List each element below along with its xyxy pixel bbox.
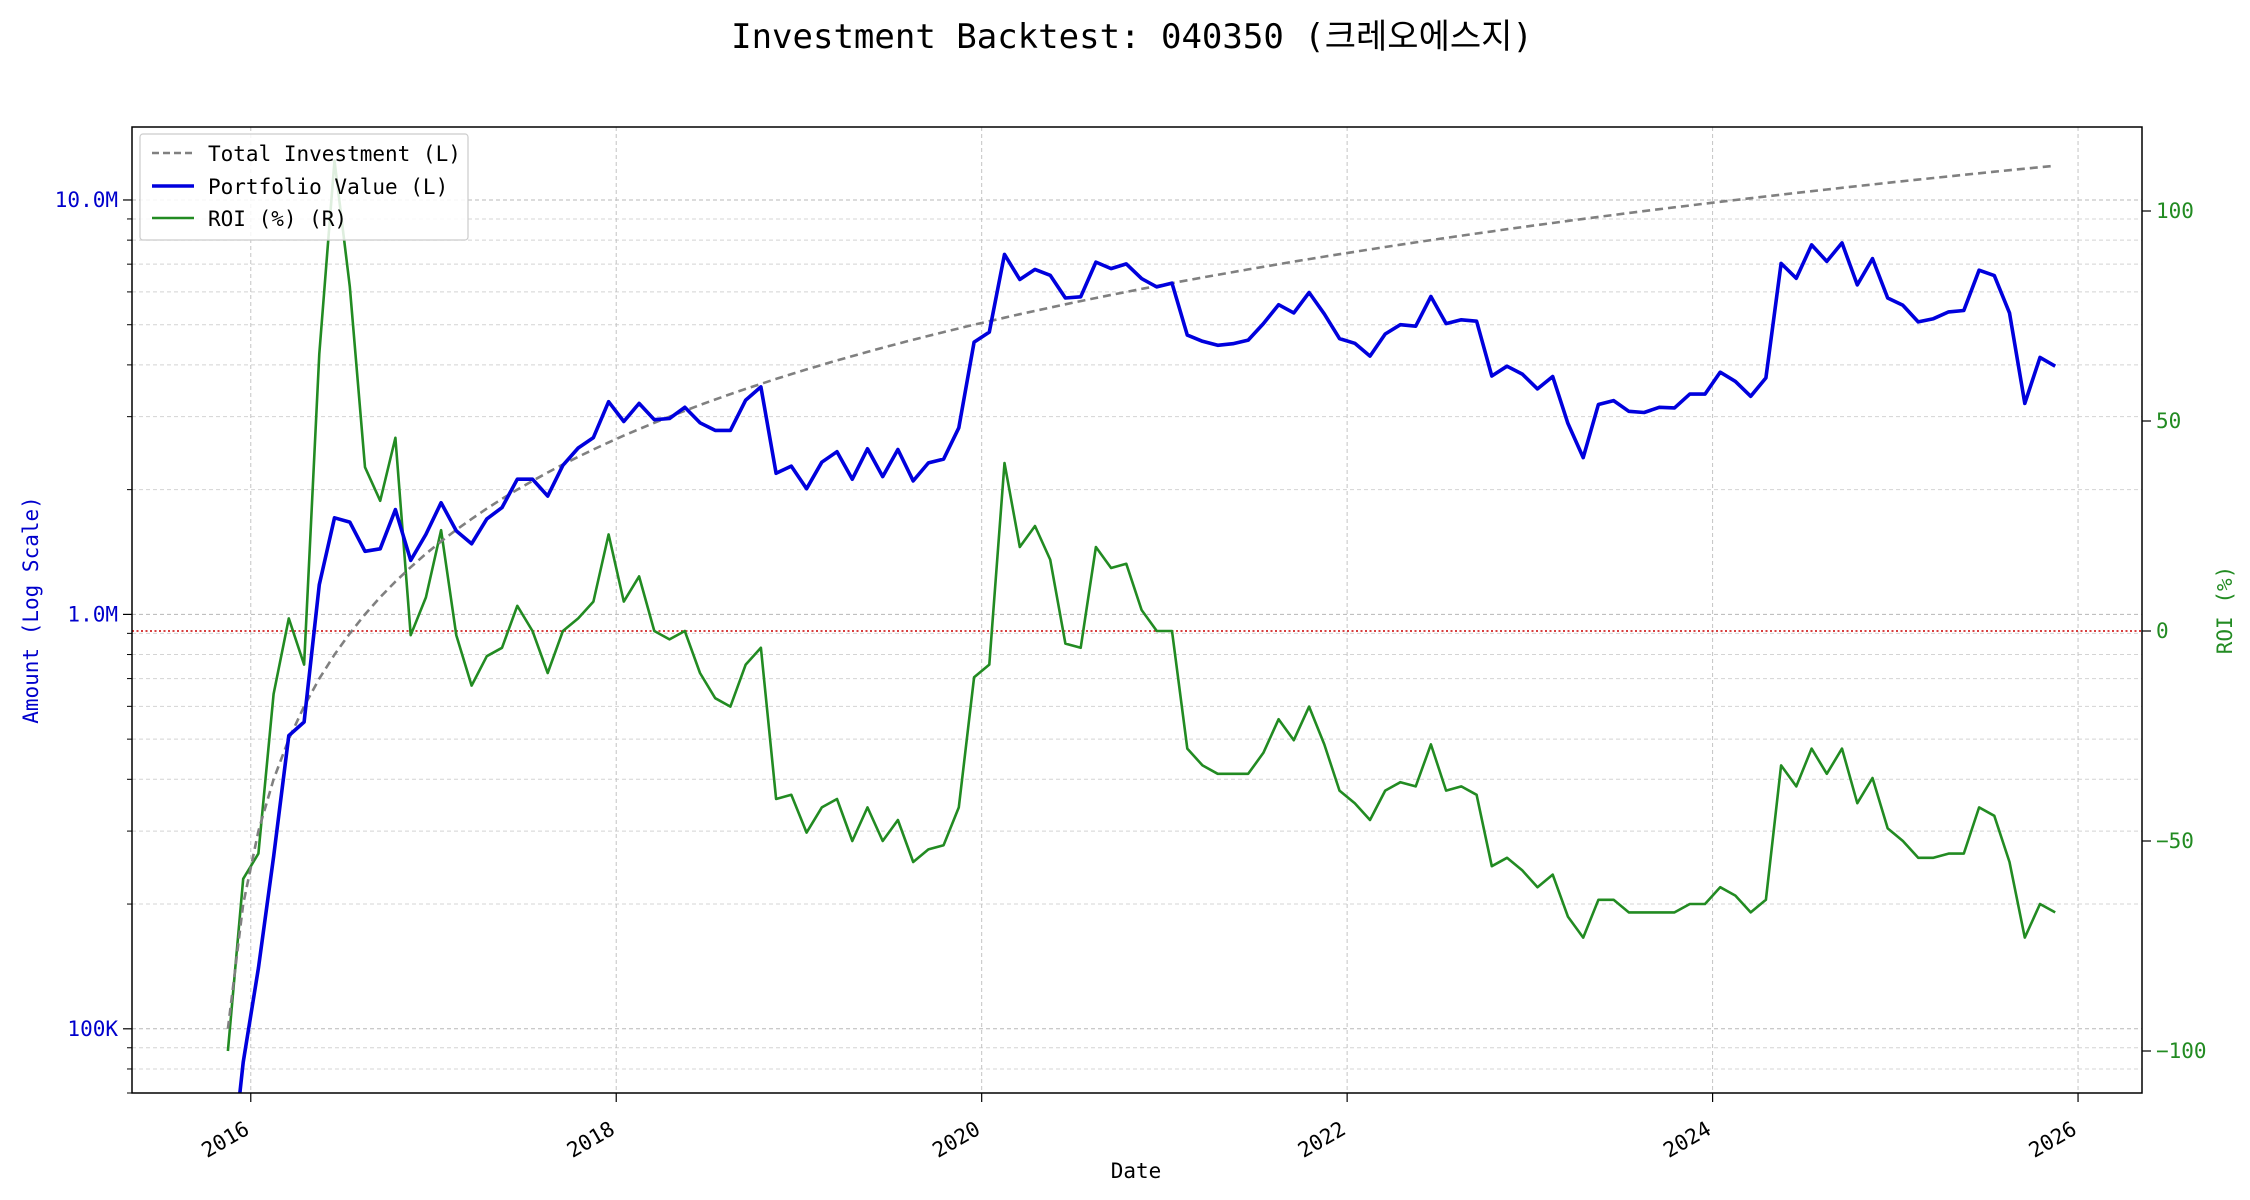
y-left-axis-label: Amount (Log Scale): [19, 496, 43, 724]
legend-label-total-investment: Total Investment (L): [208, 142, 461, 166]
series-group: [226, 159, 2057, 1093]
y-right-tick-label: 50: [2156, 409, 2181, 433]
y-right-tick-label: 0: [2156, 619, 2169, 643]
legend-box: [139, 133, 469, 241]
chart-title: Investment Backtest: 040350 (크레오에스지): [731, 17, 1533, 57]
y-right-tick-label: −100: [2156, 1039, 2207, 1063]
y-left-tick-label: 1.0M: [67, 602, 118, 626]
legend: Total Investment (L) Portfolio Value (L)…: [139, 133, 469, 241]
y-right-tick-label: −50: [2156, 829, 2194, 853]
x-axis-label: Date: [1111, 1159, 1162, 1183]
series-line-total-investment: [226, 164, 2056, 1029]
plot-frame: [131, 126, 2143, 1094]
series-line-roi: [226, 159, 2056, 1052]
y-left-tick-label: 10.0M: [55, 188, 118, 212]
series-line-portfolio-value: [238, 241, 2057, 1093]
y-left-tick-label: 100K: [67, 1017, 118, 1041]
y-right-tick-label: 100: [2156, 199, 2194, 223]
y-right-axis-label: ROI (%): [2213, 566, 2237, 655]
legend-label-roi: ROI (%) (R): [208, 207, 347, 231]
grid: [132, 127, 2142, 1094]
legend-label-portfolio-value: Portfolio Value (L): [208, 175, 448, 199]
